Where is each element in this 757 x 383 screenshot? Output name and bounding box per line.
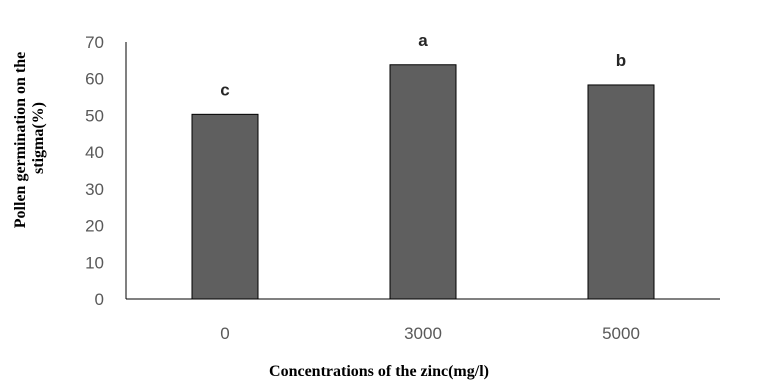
y-axis-title-line-1: Pollen germination on the — [12, 52, 29, 228]
y-tick-label: 20 — [85, 217, 104, 236]
x-tick-label: 3000 — [404, 324, 442, 343]
x-tick-label: 0 — [220, 324, 229, 343]
x-tick-labels: 0 3000 5000 — [220, 324, 640, 343]
bar-3000 — [389, 64, 457, 300]
y-tick-label: 50 — [85, 106, 104, 125]
y-axis-title-line-2: stigma(%) — [30, 102, 47, 174]
bar-5000 — [587, 84, 655, 300]
bar-0 — [191, 113, 259, 300]
y-tick-label: 0 — [95, 290, 104, 309]
y-tick-label: 60 — [85, 70, 104, 89]
significance-letter: c — [220, 80, 229, 99]
x-axis-title: Concentrations of the zinc(mg/l) — [269, 363, 489, 380]
significance-letter: a — [418, 31, 428, 50]
significance-labels: c a b — [220, 31, 626, 100]
y-tick-label: 30 — [85, 180, 104, 199]
bars-layer — [191, 64, 655, 300]
x-tick-label: 5000 — [602, 324, 640, 343]
y-tick-label: 70 — [85, 33, 104, 52]
y-tick-label: 40 — [85, 143, 104, 162]
y-tick-labels: 0 10 20 30 40 50 60 70 — [85, 33, 104, 309]
y-tick-label: 10 — [85, 253, 104, 272]
significance-letter: b — [616, 51, 626, 70]
axes-layer — [125, 42, 720, 300]
y-axis-title: Pollen germination on the stigma(%) — [12, 48, 47, 228]
